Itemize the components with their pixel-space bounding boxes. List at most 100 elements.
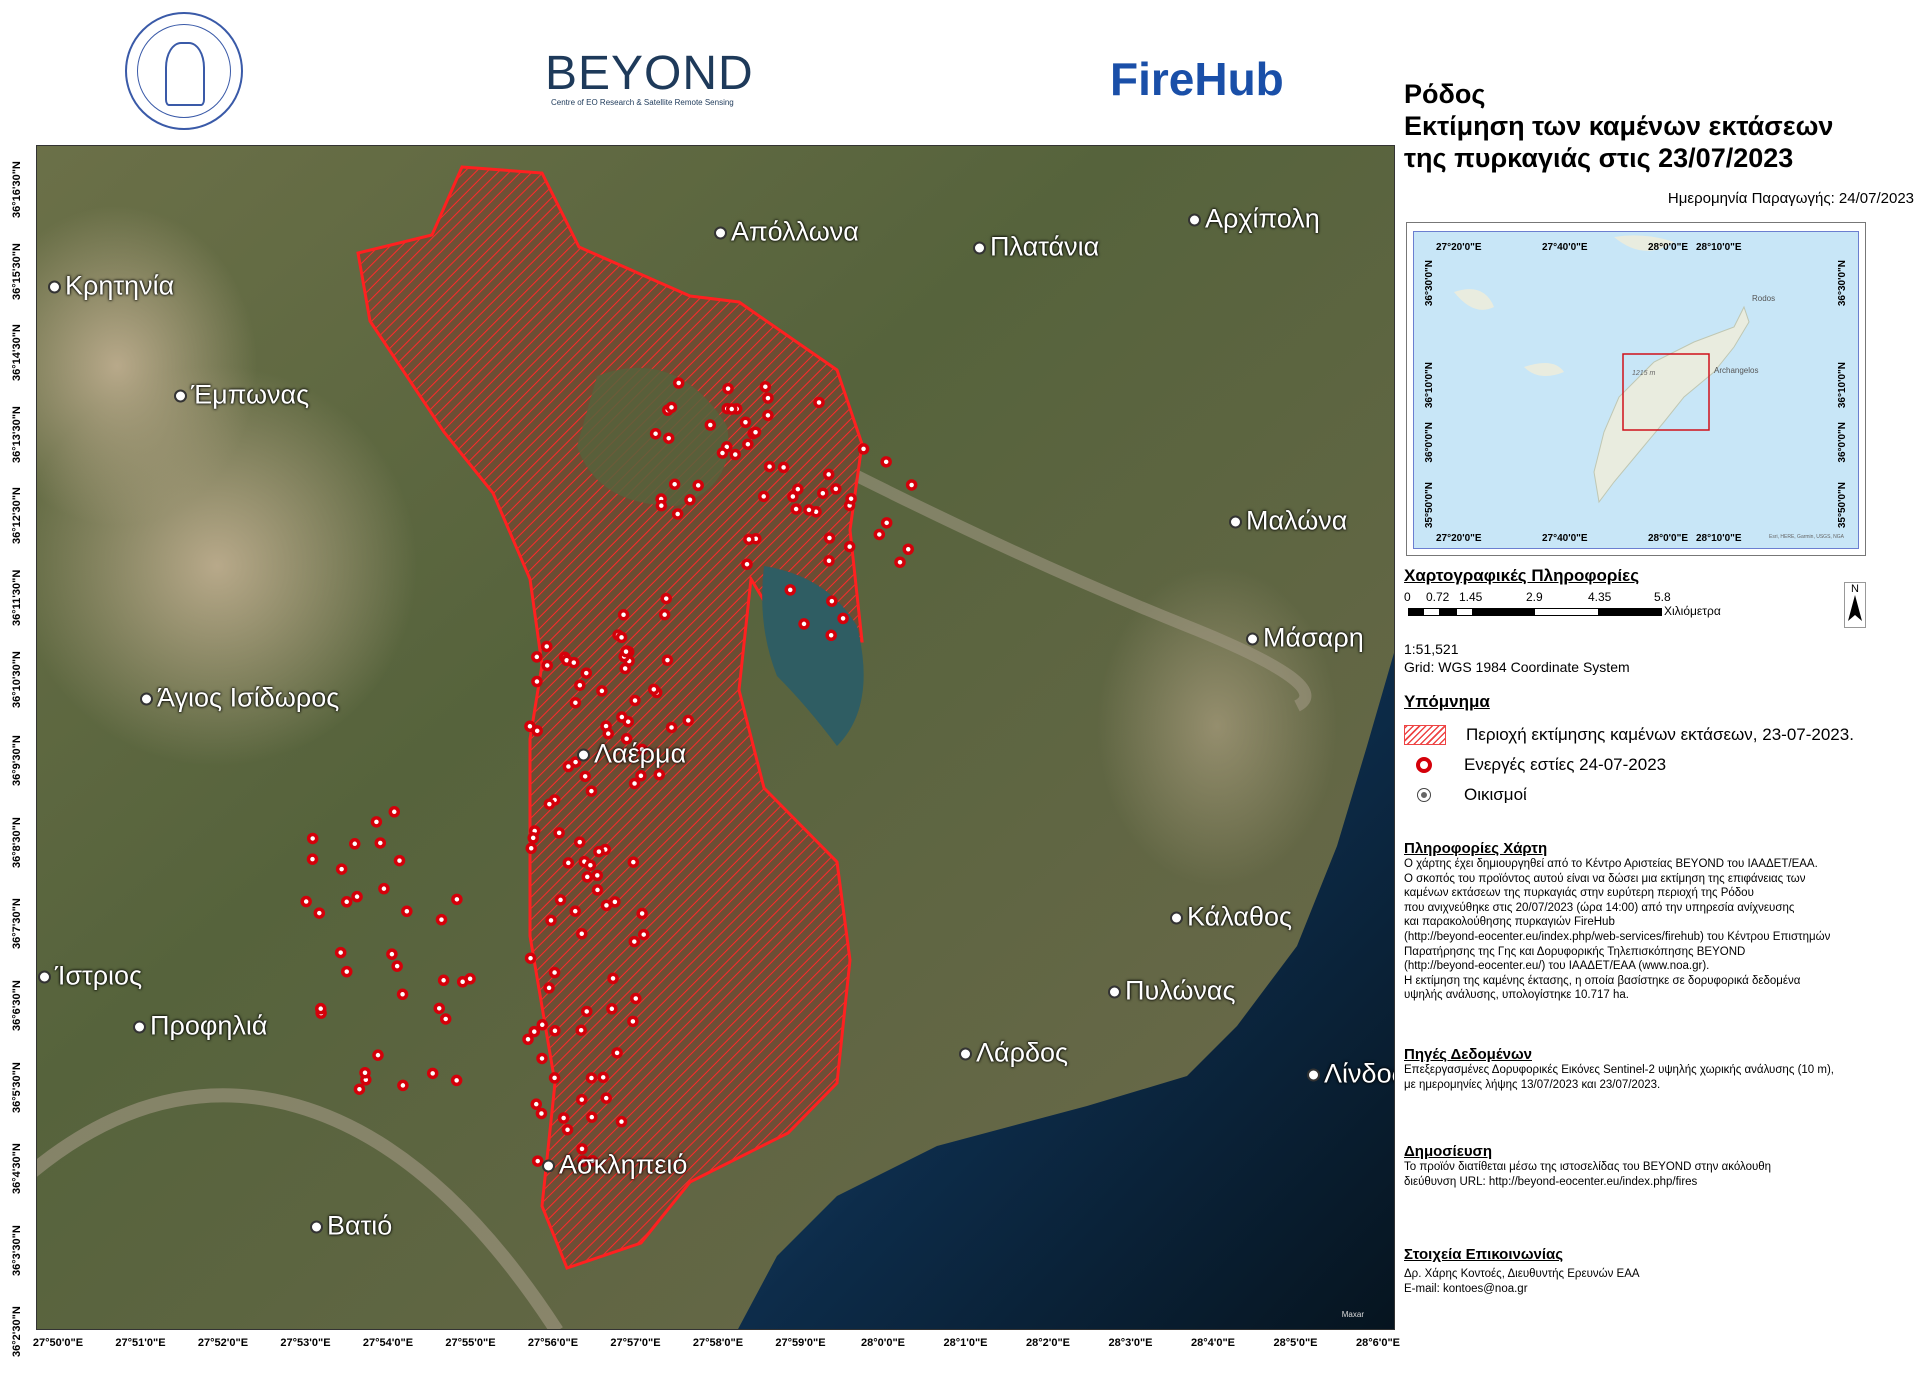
- active-fire-point[interactable]: [661, 654, 674, 666]
- active-fire-point[interactable]: [749, 426, 762, 438]
- place-label[interactable]: Ίστριος: [38, 961, 142, 992]
- place-label[interactable]: Ασκληπειό: [542, 1150, 687, 1181]
- active-fire-point[interactable]: [880, 456, 892, 468]
- active-fire-point[interactable]: [823, 555, 835, 567]
- place-label[interactable]: Λάρδος: [959, 1038, 1068, 1069]
- place-label[interactable]: Άγιος Ισίδωρος: [140, 683, 339, 714]
- place-label[interactable]: Λίνδος: [1307, 1059, 1394, 1090]
- active-fire-point[interactable]: [682, 714, 695, 727]
- active-fire-point[interactable]: [541, 659, 553, 672]
- active-fire-point[interactable]: [655, 499, 668, 512]
- place-label[interactable]: Λαέρμα: [577, 739, 686, 770]
- place-label[interactable]: Κάλαθος: [1170, 902, 1292, 933]
- active-fire-point[interactable]: [349, 838, 361, 850]
- active-fire-point[interactable]: [759, 380, 772, 393]
- active-fire-point[interactable]: [548, 966, 561, 979]
- active-fire-point[interactable]: [620, 645, 632, 658]
- active-fire-point[interactable]: [391, 960, 403, 972]
- active-fire-point[interactable]: [857, 443, 870, 455]
- active-fire-point[interactable]: [596, 685, 608, 697]
- active-fire-point[interactable]: [543, 982, 555, 994]
- active-fire-point[interactable]: [600, 1092, 612, 1104]
- active-fire-point[interactable]: [628, 777, 641, 790]
- active-fire-point[interactable]: [545, 914, 557, 927]
- place-label[interactable]: Απόλλωνα: [714, 217, 859, 248]
- active-fire-point[interactable]: [531, 1155, 544, 1167]
- active-fire-point[interactable]: [627, 1015, 639, 1028]
- active-fire-point[interactable]: [522, 1033, 534, 1046]
- active-fire-point[interactable]: [894, 556, 906, 568]
- active-fire-point[interactable]: [562, 857, 575, 869]
- active-fire-point[interactable]: [525, 842, 537, 855]
- active-fire-point[interactable]: [668, 478, 681, 490]
- place-label[interactable]: Πυλώνας: [1108, 976, 1236, 1007]
- active-fire-point[interactable]: [585, 785, 598, 797]
- active-fire-point[interactable]: [426, 1067, 439, 1080]
- active-fire-point[interactable]: [902, 543, 914, 555]
- active-fire-point[interactable]: [581, 871, 594, 883]
- active-fire-point[interactable]: [353, 1083, 366, 1095]
- active-fire-point[interactable]: [762, 392, 774, 404]
- active-fire-point[interactable]: [830, 483, 842, 495]
- active-fire-point[interactable]: [396, 988, 409, 1001]
- active-fire-point[interactable]: [584, 859, 597, 871]
- active-fire-point[interactable]: [573, 836, 586, 848]
- active-fire-point[interactable]: [386, 948, 398, 960]
- active-fire-point[interactable]: [543, 798, 556, 810]
- active-fire-point[interactable]: [586, 1111, 598, 1123]
- active-fire-point[interactable]: [822, 468, 835, 481]
- active-fire-point[interactable]: [763, 460, 776, 473]
- place-label[interactable]: Βατιό: [310, 1211, 392, 1242]
- active-fire-point[interactable]: [300, 895, 312, 908]
- active-fire-point[interactable]: [742, 438, 754, 450]
- active-fire-point[interactable]: [314, 1002, 327, 1015]
- active-fire-point[interactable]: [692, 479, 704, 492]
- active-fire-point[interactable]: [615, 1115, 628, 1128]
- active-fire-point[interactable]: [530, 1098, 543, 1110]
- active-fire-point[interactable]: [660, 592, 672, 605]
- active-fire-point[interactable]: [591, 869, 604, 882]
- active-fire-point[interactable]: [528, 1025, 541, 1038]
- active-fire-point[interactable]: [580, 1005, 593, 1018]
- active-fire-point[interactable]: [725, 403, 738, 415]
- active-fire-point[interactable]: [611, 1047, 623, 1059]
- active-fire-point[interactable]: [762, 409, 774, 422]
- place-label[interactable]: Κρητηνία: [48, 271, 174, 302]
- active-fire-point[interactable]: [575, 1024, 587, 1036]
- active-fire-point[interactable]: [306, 832, 319, 845]
- active-fire-point[interactable]: [527, 832, 539, 844]
- active-fire-point[interactable]: [574, 679, 586, 691]
- active-fire-point[interactable]: [561, 1123, 574, 1136]
- active-fire-point[interactable]: [553, 827, 565, 839]
- active-fire-point[interactable]: [616, 711, 628, 723]
- active-fire-point[interactable]: [562, 760, 575, 773]
- active-fire-point[interactable]: [579, 770, 591, 783]
- active-fire-point[interactable]: [823, 532, 836, 544]
- active-fire-point[interactable]: [340, 896, 353, 908]
- active-fire-point[interactable]: [580, 667, 593, 679]
- active-fire-point[interactable]: [636, 907, 648, 920]
- active-fire-point[interactable]: [536, 1052, 548, 1065]
- active-fire-point[interactable]: [684, 494, 696, 506]
- active-fire-point[interactable]: [798, 618, 810, 630]
- active-fire-point[interactable]: [569, 905, 581, 917]
- active-fire-point[interactable]: [620, 733, 633, 745]
- active-fire-point[interactable]: [585, 1072, 598, 1084]
- active-fire-point[interactable]: [905, 479, 918, 491]
- active-fire-point[interactable]: [636, 743, 648, 756]
- active-fire-point[interactable]: [524, 952, 537, 964]
- active-fire-point[interactable]: [464, 973, 476, 985]
- active-fire-point[interactable]: [741, 558, 753, 570]
- active-fire-point[interactable]: [313, 907, 326, 919]
- active-fire-point[interactable]: [630, 992, 642, 1005]
- place-label[interactable]: Μάσαρη: [1246, 623, 1364, 654]
- active-fire-point[interactable]: [531, 651, 543, 663]
- active-fire-point[interactable]: [372, 1049, 384, 1061]
- active-fire-point[interactable]: [653, 768, 665, 781]
- active-fire-point[interactable]: [306, 853, 319, 865]
- active-fire-point[interactable]: [739, 416, 752, 429]
- active-fire-point[interactable]: [569, 696, 582, 709]
- active-fire-point[interactable]: [671, 508, 684, 520]
- active-fire-point[interactable]: [729, 448, 742, 461]
- active-fire-point[interactable]: [665, 401, 678, 414]
